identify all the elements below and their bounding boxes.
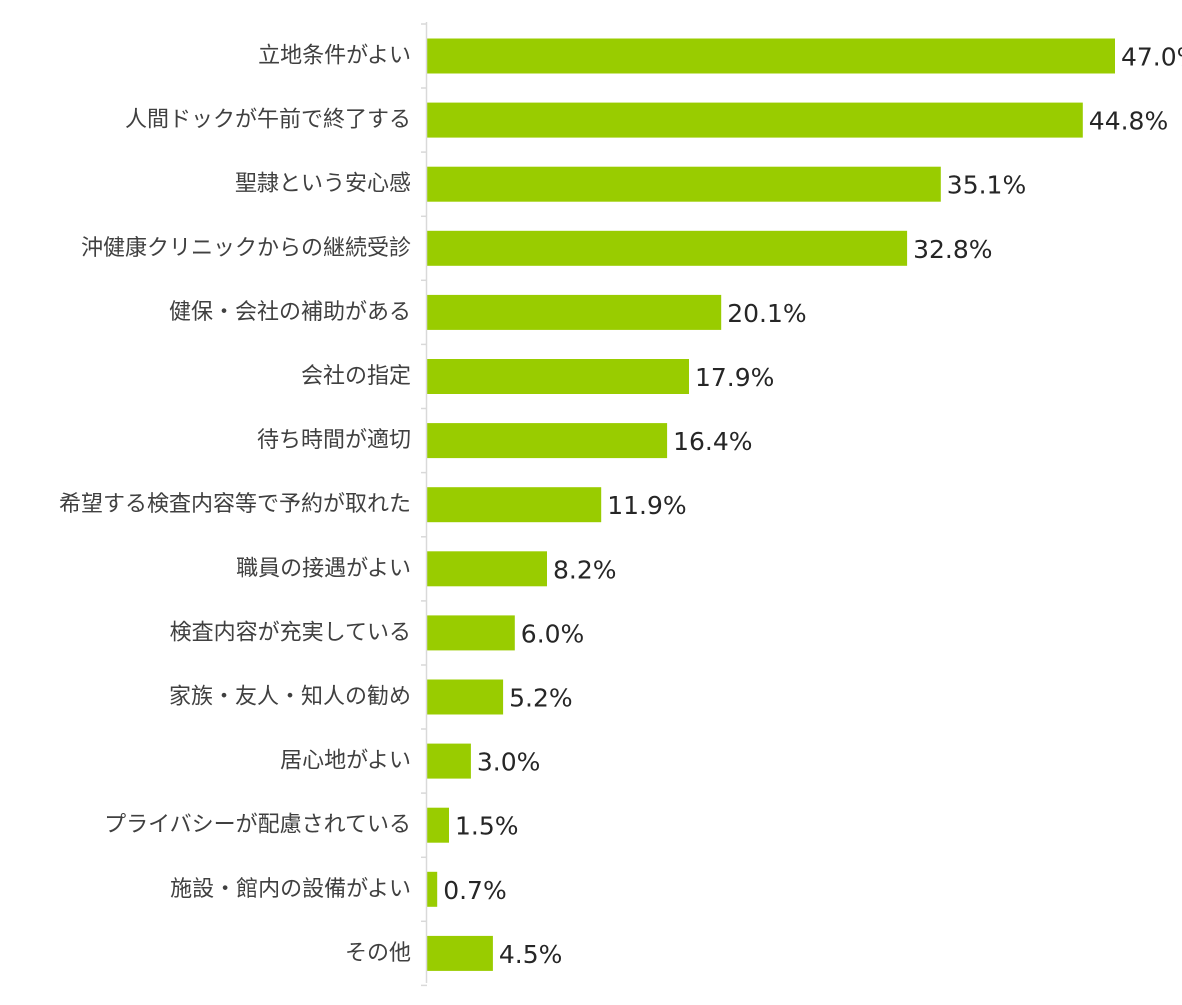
value-label: 1.5%	[455, 812, 519, 841]
bar	[427, 935, 493, 971]
category-label: 施設・館内の設備がよい	[170, 877, 411, 902]
category-label: 職員の接遇がよい	[236, 556, 411, 581]
value-labels: 47.0% 44.8% 35.1% 32.8% 20.1% 17.9% 16.4% 11.9%…	[443, 43, 1182, 969]
bar	[427, 102, 1083, 138]
bar	[427, 679, 504, 715]
bar	[427, 743, 471, 779]
category-label: 居心地がよい	[280, 749, 411, 774]
category-label: プライバシーが配慮されている	[104, 813, 411, 838]
value-label: 44.8%	[1089, 107, 1168, 136]
bar	[427, 38, 1115, 74]
value-label: 17.9%	[695, 363, 774, 392]
value-label: 11.9%	[607, 491, 686, 520]
category-label: 家族・友人・知人の勧め	[169, 685, 411, 710]
bar	[427, 230, 908, 266]
category-label: 希望する検査内容等で予約が取れた	[59, 492, 411, 517]
category-label: 待ち時間が適切	[257, 428, 411, 453]
value-label: 3.0%	[477, 748, 541, 777]
category-label: 検査内容が充実している	[170, 620, 411, 645]
bar	[427, 551, 547, 587]
value-label: 4.5%	[499, 940, 563, 969]
category-label: その他	[345, 941, 411, 966]
bar	[427, 423, 668, 459]
bar	[427, 166, 941, 202]
category-labels: 立地条件がよい人間ドックが午前で終了する聖隷という安心感沖健康クリニックからの継…	[59, 44, 411, 966]
value-label: 32.8%	[913, 235, 992, 264]
value-label: 35.1%	[947, 171, 1026, 200]
value-label: 0.7%	[443, 876, 507, 905]
value-label: 8.2%	[553, 555, 617, 584]
category-label: 健保・会社の補助がある	[169, 300, 411, 325]
category-label: 聖隷という安心感	[235, 172, 411, 197]
value-label: 20.1%	[727, 299, 806, 328]
bar	[427, 615, 515, 651]
bars	[427, 38, 1115, 971]
category-label: 人間ドックが午前で終了する	[125, 108, 411, 133]
value-label: 47.0%	[1121, 43, 1182, 72]
bar	[427, 294, 722, 330]
bar	[427, 871, 438, 907]
value-label: 16.4%	[673, 427, 752, 456]
category-label: 立地条件がよい	[258, 44, 411, 69]
bar	[427, 807, 449, 843]
value-label: 5.2%	[509, 684, 573, 713]
value-label: 6.0%	[521, 619, 585, 648]
category-label: 会社の指定	[301, 364, 411, 389]
bar	[427, 487, 602, 523]
bar	[427, 359, 689, 394]
category-axis	[421, 22, 428, 987]
category-label: 沖健康クリニックからの継続受診	[81, 236, 411, 261]
